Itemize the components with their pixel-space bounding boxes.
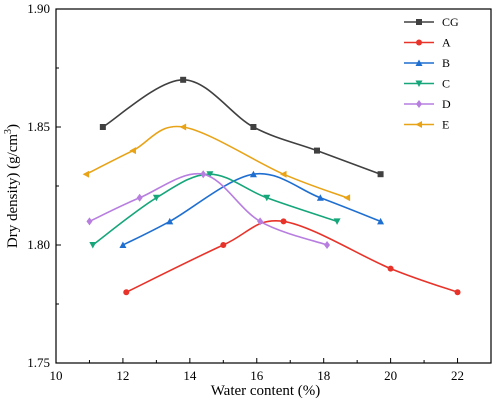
x-tick-label-10: 10 xyxy=(50,368,63,383)
legend-marker-e xyxy=(415,121,422,128)
data-point-e-1 xyxy=(129,147,136,155)
data-point-a-4 xyxy=(454,289,461,296)
legend-label-e: E xyxy=(442,118,449,132)
data-point-e-0 xyxy=(82,170,90,178)
series-layer xyxy=(82,76,461,296)
data-point-d-1 xyxy=(136,193,143,202)
data-point-cg-4 xyxy=(377,171,384,178)
y-tick-label-0: 1.75 xyxy=(27,355,50,370)
data-point-d-3 xyxy=(257,217,264,226)
y-tick-label-2: 1.85 xyxy=(27,119,50,134)
legend-marker-d xyxy=(416,100,422,108)
series-c xyxy=(89,171,341,249)
x-tick-label-18: 18 xyxy=(317,368,330,383)
data-point-a-2 xyxy=(280,218,287,225)
data-point-e-2 xyxy=(179,123,187,131)
data-point-c-1 xyxy=(152,194,160,202)
series-cg xyxy=(99,76,384,178)
series-line-d xyxy=(89,172,328,246)
data-point-e-4 xyxy=(343,194,351,202)
data-point-cg-1 xyxy=(180,76,187,83)
data-point-c-3 xyxy=(263,194,271,202)
series-d xyxy=(86,170,331,249)
data-point-c-4 xyxy=(333,218,341,225)
data-point-cg-0 xyxy=(99,124,106,130)
x-tick-label-14: 14 xyxy=(183,368,197,383)
series-a xyxy=(123,218,461,296)
y-tick-label-1: 1.80 xyxy=(27,237,50,252)
data-point-c-0 xyxy=(89,242,97,249)
legend-marker-b xyxy=(415,59,423,66)
y-axis-title-superscript: 3 xyxy=(3,129,14,134)
y-tick-label-3: 1.90 xyxy=(27,1,50,16)
data-point-b-2 xyxy=(249,170,257,178)
axis-layer: 10 12 14 16 18 20 22 1.75 1.80 1.85 1.90 xyxy=(27,1,492,383)
y-axis-title: Dry density) (g/cm3) xyxy=(3,124,21,248)
x-tick-label-12: 12 xyxy=(116,368,129,383)
data-point-b-0 xyxy=(119,241,127,248)
series-line-a xyxy=(125,219,458,293)
legend-marker-cg xyxy=(416,19,422,25)
series-e xyxy=(82,123,351,202)
legend-label-b: B xyxy=(442,56,450,70)
y-axis-title-close: ) xyxy=(5,124,21,129)
legend-marker-a xyxy=(416,39,422,46)
series-line-e xyxy=(85,125,348,199)
data-point-a-1 xyxy=(220,242,227,248)
data-point-cg-2 xyxy=(250,124,257,130)
x-tick-label-16: 16 xyxy=(250,368,264,383)
series-line-b xyxy=(122,172,381,246)
data-point-d-4 xyxy=(324,241,331,249)
series-line-cg xyxy=(102,78,381,175)
x-axis-title: Water content (%) xyxy=(211,383,321,399)
legend-label-d: D xyxy=(442,97,451,111)
data-point-c-2 xyxy=(206,171,214,178)
data-point-a-3 xyxy=(387,265,394,272)
legend-label-c: C xyxy=(442,77,450,91)
y-axis-title-main: Dry density) (g/cm xyxy=(5,134,21,248)
data-point-a-0 xyxy=(123,289,130,296)
legend-label-cg: CG xyxy=(442,15,459,29)
series-line-c xyxy=(92,173,338,246)
data-point-d-2 xyxy=(200,170,207,179)
legend-marker-c xyxy=(415,80,423,87)
data-point-b-4 xyxy=(377,217,385,225)
data-point-cg-3 xyxy=(314,147,320,154)
legend-label-a: A xyxy=(442,36,451,50)
x-tick-label-20: 20 xyxy=(384,368,397,383)
data-point-b-3 xyxy=(316,194,324,201)
series-b xyxy=(119,170,385,248)
x-tick-label-22: 22 xyxy=(451,368,464,383)
plot-frame xyxy=(55,8,492,364)
data-point-e-3 xyxy=(280,170,287,178)
data-point-b-1 xyxy=(166,217,174,225)
data-point-d-0 xyxy=(86,217,93,226)
